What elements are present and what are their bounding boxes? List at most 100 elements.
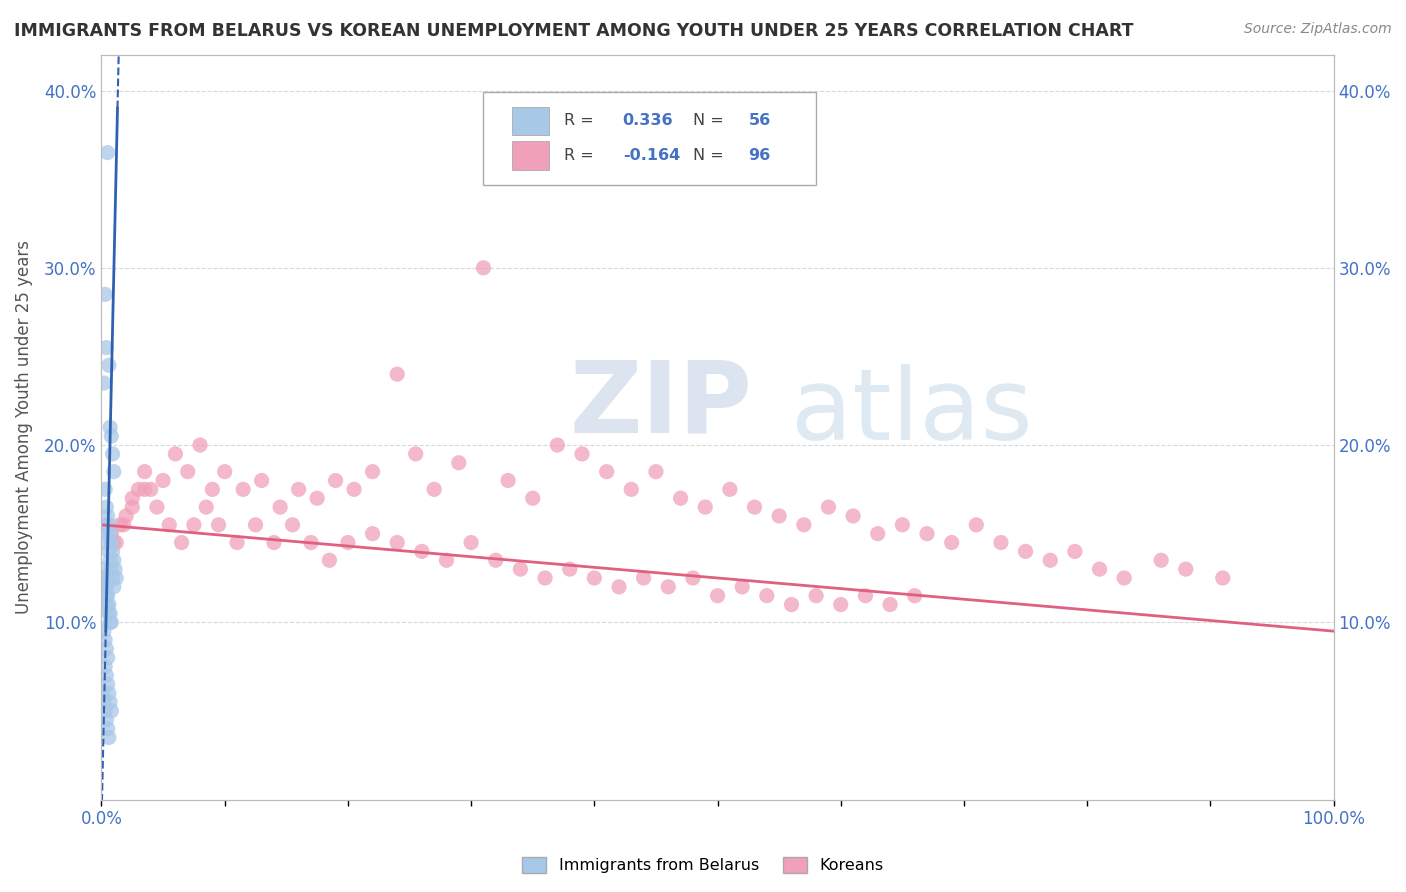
- Point: [817, 500, 839, 514]
- Point: [546, 438, 568, 452]
- Point: [94, 580, 117, 594]
- Point: [263, 535, 285, 549]
- Point: [361, 465, 384, 479]
- Point: [96, 526, 118, 541]
- Point: [472, 260, 495, 275]
- Point: [207, 517, 229, 532]
- Text: -0.164: -0.164: [623, 148, 681, 163]
- Point: [127, 483, 149, 497]
- Point: [97, 598, 120, 612]
- Point: [904, 589, 927, 603]
- Point: [990, 535, 1012, 549]
- Text: N =: N =: [693, 113, 728, 128]
- FancyBboxPatch shape: [512, 106, 548, 135]
- Point: [105, 535, 128, 549]
- FancyBboxPatch shape: [484, 93, 815, 186]
- Point: [633, 571, 655, 585]
- Point: [97, 598, 120, 612]
- Point: [583, 571, 606, 585]
- Point: [534, 571, 557, 585]
- Point: [706, 589, 728, 603]
- Point: [307, 491, 329, 506]
- Text: IMMIGRANTS FROM BELARUS VS KOREAN UNEMPLOYMENT AMONG YOUTH UNDER 25 YEARS CORREL: IMMIGRANTS FROM BELARUS VS KOREAN UNEMPL…: [14, 22, 1133, 40]
- Text: R =: R =: [564, 113, 599, 128]
- Point: [112, 517, 135, 532]
- Point: [101, 571, 124, 585]
- Point: [96, 341, 118, 355]
- Point: [780, 598, 803, 612]
- Point: [558, 562, 581, 576]
- Point: [100, 704, 122, 718]
- Point: [100, 429, 122, 443]
- Point: [423, 483, 446, 497]
- Point: [100, 615, 122, 630]
- Point: [94, 517, 117, 532]
- Point: [731, 580, 754, 594]
- Point: [93, 695, 115, 709]
- Point: [96, 668, 118, 682]
- Point: [170, 535, 193, 549]
- Point: [97, 722, 120, 736]
- Point: [101, 544, 124, 558]
- Point: [509, 562, 531, 576]
- Point: [96, 589, 118, 603]
- Point: [183, 517, 205, 532]
- Point: [879, 598, 901, 612]
- Point: [101, 447, 124, 461]
- Point: [97, 686, 120, 700]
- Point: [793, 517, 815, 532]
- Point: [146, 500, 169, 514]
- Point: [100, 526, 122, 541]
- Point: [447, 456, 470, 470]
- Point: [682, 571, 704, 585]
- Point: [97, 508, 120, 523]
- Point: [93, 571, 115, 585]
- Point: [620, 483, 643, 497]
- Text: atlas: atlas: [792, 364, 1033, 461]
- Point: [855, 589, 877, 603]
- Point: [97, 517, 120, 532]
- Point: [657, 580, 679, 594]
- Point: [915, 526, 938, 541]
- Point: [121, 491, 143, 506]
- Point: [94, 483, 117, 497]
- Point: [98, 615, 121, 630]
- Point: [139, 483, 162, 497]
- Point: [232, 483, 254, 497]
- Point: [103, 465, 125, 479]
- Point: [103, 580, 125, 594]
- Point: [695, 500, 717, 514]
- Point: [97, 607, 120, 621]
- Point: [607, 580, 630, 594]
- Point: [1174, 562, 1197, 576]
- Point: [93, 624, 115, 639]
- Point: [94, 571, 117, 585]
- Point: [93, 562, 115, 576]
- Point: [411, 544, 433, 558]
- Text: 0.336: 0.336: [623, 113, 673, 128]
- Point: [299, 535, 322, 549]
- Point: [214, 465, 236, 479]
- Point: [134, 465, 156, 479]
- Point: [103, 535, 125, 549]
- Point: [152, 474, 174, 488]
- Point: [97, 650, 120, 665]
- Point: [98, 420, 121, 434]
- Point: [1039, 553, 1062, 567]
- Text: 56: 56: [748, 113, 770, 128]
- Point: [891, 517, 914, 532]
- Point: [804, 589, 827, 603]
- Point: [94, 704, 117, 718]
- Point: [115, 508, 138, 523]
- Point: [571, 447, 593, 461]
- Point: [96, 500, 118, 514]
- Point: [134, 483, 156, 497]
- Point: [93, 376, 115, 390]
- Point: [281, 517, 304, 532]
- Point: [98, 526, 121, 541]
- Point: [1150, 553, 1173, 567]
- Text: 96: 96: [748, 148, 770, 163]
- Point: [96, 641, 118, 656]
- Point: [318, 553, 340, 567]
- Point: [842, 508, 865, 523]
